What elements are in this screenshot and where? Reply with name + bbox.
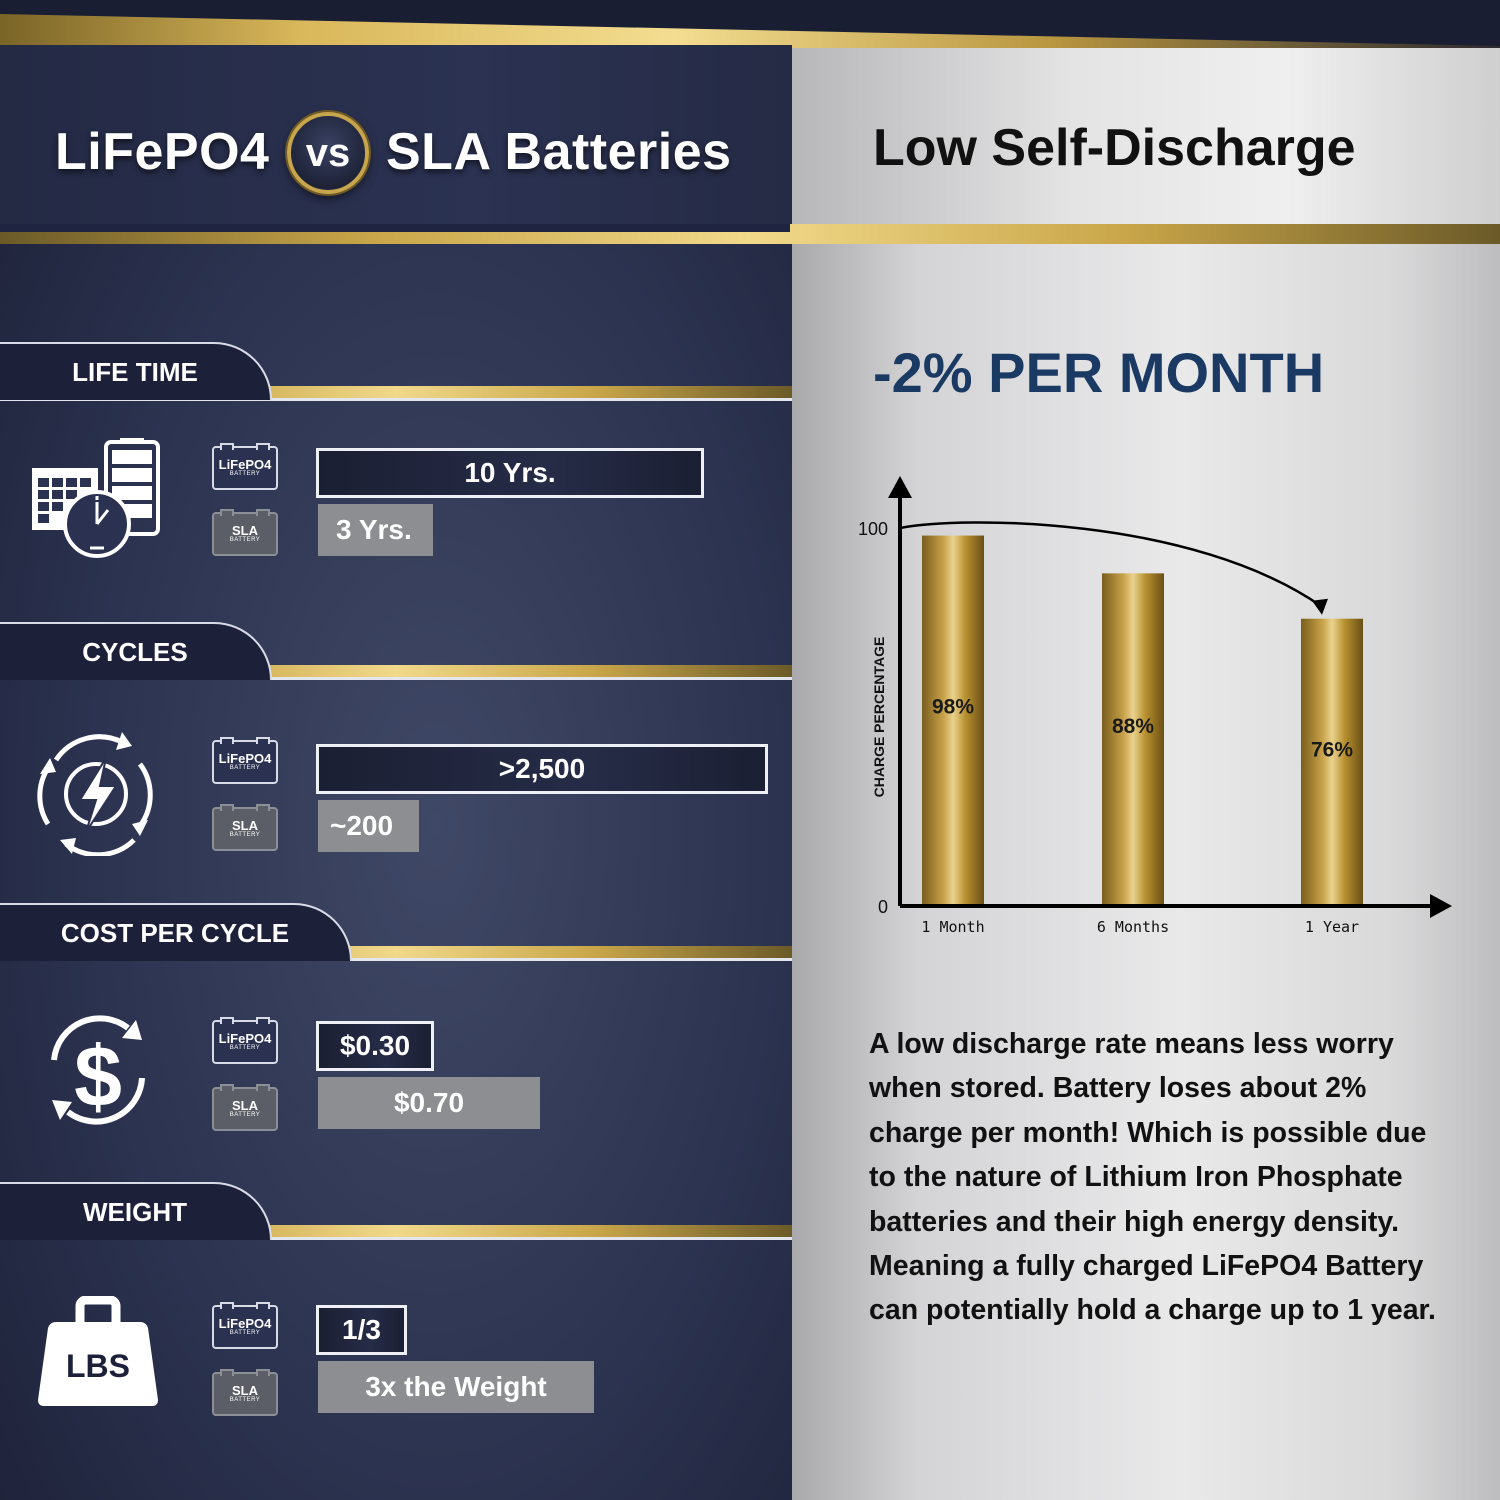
lifepo4-battery-label: LiFePO4 bbox=[218, 1031, 272, 1046]
sla-battery-label: SLA bbox=[232, 523, 258, 538]
discharge-description: A low discharge rate means less worry wh… bbox=[869, 1028, 1436, 1327]
weight-lbs-icon: LBS bbox=[36, 1296, 160, 1408]
cycles-lifepo4-bar: >2,500 bbox=[316, 744, 768, 794]
lifepo4-battery-label: LiFePO4 bbox=[218, 751, 272, 766]
title-lifepo4: LiFePO4 bbox=[55, 123, 270, 181]
section-tab-weight: WEIGHT bbox=[0, 1182, 272, 1240]
weight-lifepo4-bar: 1/3 bbox=[316, 1305, 407, 1355]
battery-sub-label: BATTERY bbox=[229, 537, 261, 543]
bar bbox=[1102, 573, 1164, 904]
cycle-lightning-icon bbox=[36, 730, 158, 856]
lifepo4-battery-icon: LiFePO4 BATTERY bbox=[212, 737, 278, 784]
sla-battery-icon: SLA BATTERY bbox=[212, 1084, 278, 1131]
bar bbox=[1301, 618, 1363, 904]
dollar-cycle-icon: $ bbox=[42, 1008, 154, 1132]
battery-sub-label: BATTERY bbox=[229, 471, 261, 477]
bar-value-label: 98% bbox=[932, 695, 974, 718]
sla-battery-label: SLA bbox=[232, 818, 258, 833]
battery-sub-label: BATTERY bbox=[229, 765, 261, 771]
battery-sub-label: BATTERY bbox=[229, 1397, 261, 1403]
bar-value-label: 76% bbox=[1311, 739, 1353, 762]
header-left bbox=[0, 45, 792, 225]
weight-sla-bar: 3x the Weight bbox=[318, 1361, 594, 1413]
decay-arrow-icon bbox=[1312, 598, 1328, 615]
header-bottom-dark bbox=[0, 224, 790, 232]
svg-text:$: $ bbox=[74, 1029, 122, 1125]
vs-badge: vs bbox=[287, 112, 369, 194]
y-tick-label: 100 bbox=[858, 519, 888, 539]
battery-sub-label: BATTERY bbox=[229, 1045, 261, 1051]
sla-battery-icon: SLA BATTERY bbox=[212, 509, 278, 556]
vs-text: vs bbox=[305, 130, 351, 175]
right-title: Low Self-Discharge bbox=[873, 119, 1356, 177]
bar-value-label: 88% bbox=[1112, 715, 1154, 738]
lifepo4-battery-label: LiFePO4 bbox=[218, 457, 272, 472]
header-right bbox=[792, 48, 1500, 224]
decay-curve bbox=[899, 521, 1323, 608]
battery-sub-label: BATTERY bbox=[229, 1330, 261, 1336]
discharge-headline: -2% PER MONTH bbox=[873, 341, 1325, 404]
section-tab-lifetime: LIFE TIME bbox=[0, 342, 272, 400]
lifepo4-battery-icon: LiFePO4 BATTERY bbox=[212, 443, 278, 490]
battery-sub-label: BATTERY bbox=[229, 832, 261, 838]
x-axis-arrow-icon bbox=[1430, 894, 1452, 918]
y-tick-label: 0 bbox=[878, 897, 888, 917]
sla-battery-label: SLA bbox=[232, 1098, 258, 1113]
x-tick-label: 6 Months bbox=[1097, 918, 1169, 936]
sla-battery-label: SLA bbox=[232, 1383, 258, 1398]
x-tick-label: 1 Month bbox=[921, 918, 984, 936]
lifetime-sla-bar: 3 Yrs. bbox=[318, 504, 433, 556]
y-axis-arrow-icon bbox=[888, 476, 912, 498]
weight-icon-text: LBS bbox=[66, 1348, 130, 1384]
sla-battery-icon: SLA BATTERY bbox=[212, 804, 278, 851]
title-sla-batteries: SLA Batteries bbox=[386, 123, 732, 181]
sla-battery-icon: SLA BATTERY bbox=[212, 1369, 278, 1416]
y-axis-label: CHARGE PERCENTAGE bbox=[871, 637, 887, 798]
lifepo4-battery-label: LiFePO4 bbox=[218, 1316, 272, 1331]
section-tab-cost: COST PER CYCLE bbox=[0, 903, 352, 961]
lifepo4-battery-icon: LiFePO4 BATTERY bbox=[212, 1017, 278, 1064]
cost-sla-bar: $0.70 bbox=[318, 1077, 540, 1129]
battery-sub-label: BATTERY bbox=[229, 1112, 261, 1118]
calendar-clock-battery-icon bbox=[30, 438, 162, 562]
lifetime-lifepo4-bar: 10 Yrs. bbox=[316, 448, 704, 498]
lifepo4-battery-icon: LiFePO4 BATTERY bbox=[212, 1302, 278, 1349]
bar bbox=[922, 535, 984, 904]
x-tick-label: 1 Year bbox=[1305, 918, 1359, 936]
section-tab-cycles: CYCLES bbox=[0, 622, 272, 680]
cycles-sla-bar: ~200 bbox=[318, 800, 419, 852]
cost-lifepo4-bar: $0.30 bbox=[316, 1021, 434, 1071]
discharge-bar-chart: 0 100 CHARGE PERCENTAGE 98% 1 Month 88% 6 Mont… bbox=[858, 476, 1452, 936]
